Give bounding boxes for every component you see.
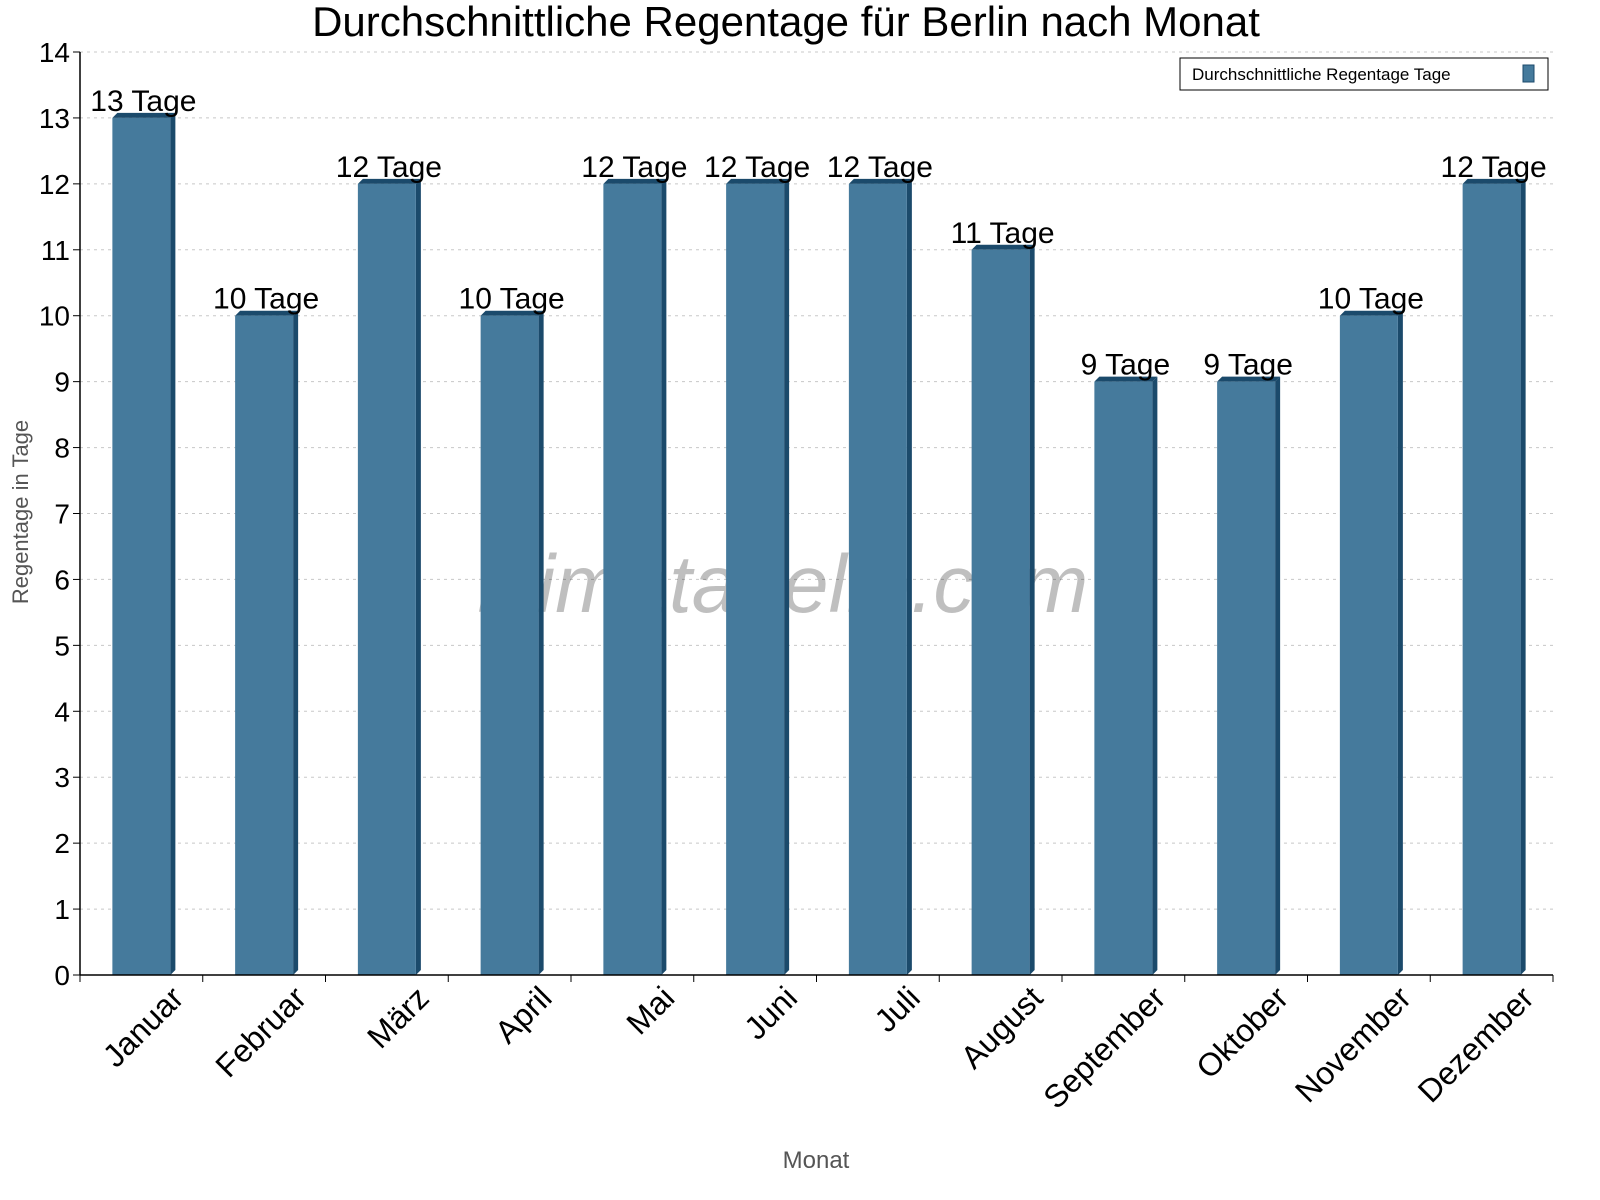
x-tick-label: Oktober — [1189, 979, 1295, 1085]
y-tick-label: 7 — [54, 499, 70, 530]
x-tick-label: Februar — [208, 979, 313, 1084]
bar-side — [1520, 178, 1526, 975]
x-tick-label: Dezember — [1411, 979, 1541, 1109]
y-tick-label: 2 — [54, 828, 70, 859]
legend: Durchschnittliche Regentage Tage — [1179, 57, 1549, 91]
gridlines — [80, 51, 1553, 910]
y-tick-label: 11 — [41, 235, 70, 266]
data-label: 12 Tage — [336, 151, 442, 184]
bar-side — [293, 310, 299, 975]
data-label: 12 Tage — [1441, 151, 1547, 184]
bar-side — [1029, 244, 1035, 976]
legend-label: Durchschnittliche Regentage Tage — [1192, 65, 1451, 84]
data-label: 9 Tage — [1081, 349, 1171, 382]
bar-top — [1462, 178, 1526, 184]
bar-side — [170, 112, 176, 975]
bar — [1462, 183, 1521, 975]
bar-top — [112, 112, 176, 118]
data-label: 12 Tage — [704, 151, 810, 184]
bar — [603, 183, 662, 975]
bar — [112, 117, 171, 975]
y-tick-label: 0 — [54, 960, 70, 991]
y-tick-label: 8 — [54, 433, 70, 464]
y-tick-label: 13 — [39, 103, 70, 134]
data-label: 9 Tage — [1203, 349, 1293, 382]
bar-top — [480, 310, 544, 316]
y-axis-label: Regentage in Tage — [8, 420, 33, 604]
bar-side — [1275, 376, 1281, 976]
y-tick-label: 5 — [54, 630, 70, 661]
data-label: 12 Tage — [581, 151, 687, 184]
x-tick-label: November — [1288, 979, 1418, 1109]
data-label: 10 Tage — [459, 283, 565, 316]
y-tick-label: 4 — [54, 696, 70, 727]
bar — [971, 249, 1030, 976]
bar — [480, 315, 539, 975]
bar-top — [848, 178, 912, 184]
data-label: 12 Tage — [827, 151, 933, 184]
data-label: 10 Tage — [213, 283, 319, 316]
bar-top — [1339, 310, 1403, 316]
bars — [112, 112, 1526, 976]
bar-side — [1397, 310, 1403, 975]
bar-side — [415, 178, 421, 975]
bar-side — [1152, 376, 1158, 976]
x-tick-label: August — [954, 979, 1050, 1075]
bar-top — [357, 178, 421, 184]
bar-side — [538, 310, 544, 975]
data-label: 11 Tage — [951, 217, 1055, 250]
x-tick-label: März — [360, 979, 436, 1055]
bar-side — [784, 178, 790, 975]
bar-top — [235, 310, 299, 316]
bar-top — [603, 178, 667, 184]
bar — [1339, 315, 1398, 975]
y-tick-label: 10 — [39, 301, 70, 332]
bar — [726, 183, 785, 975]
x-tick-label: April — [488, 979, 559, 1050]
y-tick-label: 9 — [54, 367, 70, 398]
bar — [848, 183, 907, 975]
data-labels: 13 Tage 10 Tage 12 Tage 10 Tage 12 Tage 12 Ta… — [90, 85, 1546, 382]
bar — [1094, 381, 1153, 976]
legend-swatch — [1522, 64, 1535, 83]
chart-title: Durchschnittliche Regentage für Berlin n… — [312, 0, 1260, 45]
x-tick-label: Mai — [619, 979, 681, 1041]
x-axis-label: Monat — [783, 1147, 850, 1174]
x-tick-label: Juni — [737, 979, 804, 1046]
y-tick-label: 1 — [54, 894, 70, 925]
y-tick-label: 3 — [54, 762, 70, 793]
bar-top — [971, 244, 1035, 250]
y-tick-label: 12 — [39, 169, 70, 200]
x-tick-label: Januar — [96, 979, 191, 1074]
bar-top — [1094, 376, 1158, 382]
x-tick-label: September — [1036, 979, 1172, 1115]
bar-top — [1217, 376, 1281, 382]
bar-side — [906, 178, 912, 975]
bar-side — [661, 178, 667, 975]
bar-top — [726, 178, 790, 184]
data-label: 10 Tage — [1318, 283, 1424, 316]
bar — [235, 315, 294, 975]
y-tick-label: 14 — [39, 37, 70, 68]
data-label: 13 Tage — [90, 85, 196, 118]
y-tick-label: 6 — [54, 564, 70, 595]
x-tick-label: Juli — [867, 979, 926, 1038]
bar — [1217, 381, 1276, 976]
bar — [357, 183, 416, 975]
